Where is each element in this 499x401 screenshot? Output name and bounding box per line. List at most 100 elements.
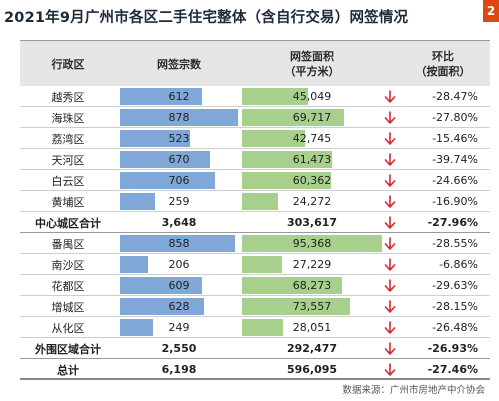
area-bar xyxy=(242,277,342,294)
header-district-label: 行政区 xyxy=(51,57,85,71)
count-value: 628 xyxy=(168,300,190,313)
table-row: 荔湾区 523 42,745 -15.46% xyxy=(20,128,490,149)
area-bar xyxy=(242,109,344,126)
change-value: -29.63% xyxy=(432,279,478,292)
change-value: -26.48% xyxy=(432,321,478,334)
area-value: 60,362 xyxy=(292,174,332,187)
district-name: 番禺区 xyxy=(51,237,85,251)
count-value: 612 xyxy=(168,90,190,103)
area-value: 95,368 xyxy=(292,237,332,250)
area-bar xyxy=(242,319,283,336)
count-bar xyxy=(120,109,238,126)
district-name: 总计 xyxy=(57,363,79,377)
down-arrow-icon xyxy=(384,363,396,376)
table-row: 南沙区 206 27,229 -6.86% xyxy=(20,254,490,275)
data-table: 行政区 网签宗数 网签面积 （平方米） 环比 （按面积） 越秀区 612 45,04… xyxy=(20,40,490,380)
table-row: 从化区 249 28,051 -26.48% xyxy=(20,317,490,338)
district-name: 海珠区 xyxy=(51,111,85,125)
change-value: -27.96% xyxy=(427,216,478,229)
grand-total-row: 总计 6,198 596,095 -27.46% xyxy=(20,359,490,380)
down-arrow-icon xyxy=(384,153,396,166)
header-count: 网签宗数 xyxy=(120,41,238,87)
page-title: 2021年9月广州市各区二手住宅整体（含自行交易）网签情况 xyxy=(4,10,409,26)
district-name: 天河区 xyxy=(51,153,85,167)
table-row: 增城区 628 73,557 -28.15% xyxy=(20,296,490,317)
area-value: 28,051 xyxy=(292,321,332,334)
area-bar xyxy=(242,151,332,168)
area-bar xyxy=(242,88,308,105)
header-change-label: 环比 xyxy=(432,50,454,63)
table-row: 海珠区 878 69,717 -27.80% xyxy=(20,107,490,128)
area-bar xyxy=(242,172,331,189)
change-value: -39.74% xyxy=(432,153,478,166)
table-body: 越秀区 612 45,049 -28.47% 海珠区 878 69,717 -27.80% 荔湾… xyxy=(20,86,490,380)
down-arrow-icon xyxy=(384,342,396,355)
header-area: 网签面积 （平方米） xyxy=(242,41,382,87)
page-number-badge: 2 xyxy=(483,0,499,22)
header-count-label: 网签宗数 xyxy=(157,57,201,71)
down-arrow-icon xyxy=(384,90,396,103)
table-row: 天河区 670 61,473 -39.74% xyxy=(20,149,490,170)
area-value: 61,473 xyxy=(292,153,332,166)
header-change-basis: （按面积） xyxy=(415,65,471,78)
header-area-label: 网签面积 xyxy=(290,50,334,63)
district-name: 荔湾区 xyxy=(51,132,85,146)
area-value: 73,557 xyxy=(292,300,332,313)
area-value: 68,273 xyxy=(292,279,332,292)
count-bar xyxy=(120,298,204,315)
change-value: -28.47% xyxy=(432,90,478,103)
table-row: 越秀区 612 45,049 -28.47% xyxy=(20,86,490,107)
header-district: 行政区 xyxy=(20,41,116,87)
count-bar xyxy=(120,256,148,273)
area-value: 596,095 xyxy=(286,363,338,376)
table-row: 花都区 609 68,273 -29.63% xyxy=(20,275,490,296)
area-bar xyxy=(242,235,382,252)
header-area-unit: （平方米） xyxy=(284,65,340,78)
count-bar xyxy=(120,88,202,105)
district-name: 中心城区合计 xyxy=(35,216,101,230)
subtotal-row: 中心城区合计 3,648 303,617 -27.96% xyxy=(20,212,490,233)
count-value: 609 xyxy=(168,279,190,292)
change-value: -6.86% xyxy=(439,258,478,271)
change-value: -28.15% xyxy=(432,300,478,313)
area-value: 69,717 xyxy=(292,111,332,124)
change-value: -24.66% xyxy=(432,174,478,187)
area-bar xyxy=(242,130,305,147)
down-arrow-icon xyxy=(384,279,396,292)
count-value: 858 xyxy=(168,237,190,250)
change-value: -15.46% xyxy=(432,132,478,145)
down-arrow-icon xyxy=(384,237,396,250)
change-value: -28.55% xyxy=(432,237,478,250)
area-value: 45,049 xyxy=(292,90,332,103)
change-value: -27.46% xyxy=(427,363,478,376)
down-arrow-icon xyxy=(384,132,396,145)
table-row: 番禺区 858 95,368 -28.55% xyxy=(20,233,490,254)
count-value: 206 xyxy=(168,258,190,271)
down-arrow-icon xyxy=(384,258,396,271)
count-value: 3,648 xyxy=(161,216,197,229)
count-bar xyxy=(120,319,153,336)
area-value: 303,617 xyxy=(286,216,338,229)
area-bar xyxy=(242,193,278,210)
count-bar xyxy=(120,151,210,168)
down-arrow-icon xyxy=(384,321,396,334)
change-value: -26.93% xyxy=(427,342,478,355)
change-value: -16.90% xyxy=(432,195,478,208)
district-name: 增城区 xyxy=(51,300,85,314)
count-value: 670 xyxy=(168,153,190,166)
count-bar xyxy=(120,172,215,189)
change-value: -27.80% xyxy=(432,111,478,124)
count-bar xyxy=(120,193,155,210)
down-arrow-icon xyxy=(384,300,396,313)
area-bar xyxy=(242,298,350,315)
area-value: 24,272 xyxy=(292,195,332,208)
district-name: 白云区 xyxy=(51,174,85,188)
count-value: 249 xyxy=(168,321,190,334)
count-value: 878 xyxy=(168,111,190,124)
count-value: 259 xyxy=(168,195,190,208)
district-name: 外围区域合计 xyxy=(35,342,101,356)
area-value: 42,745 xyxy=(292,132,332,145)
district-name: 南沙区 xyxy=(51,258,85,272)
count-value: 2,550 xyxy=(161,342,197,355)
table-header: 行政区 网签宗数 网签面积 （平方米） 环比 （按面积） xyxy=(20,40,490,86)
